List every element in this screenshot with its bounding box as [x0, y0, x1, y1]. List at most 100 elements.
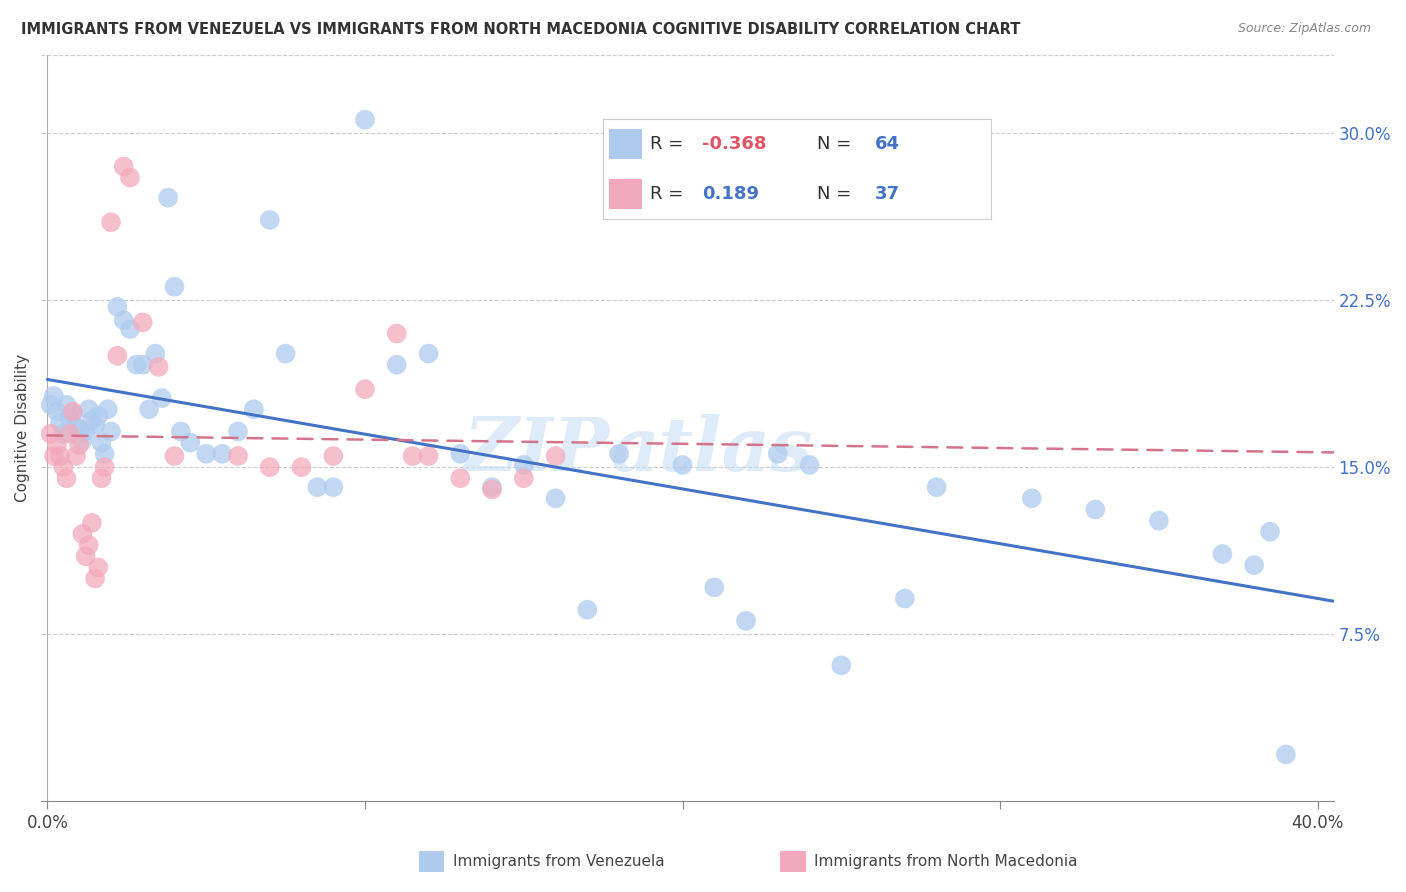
Point [274, 346, 297, 360]
Point [1258, 524, 1281, 539]
Point [132, 315, 155, 329]
Point [59, 426, 82, 441]
Text: Immigrants from North Macedonia: Immigrants from North Macedonia [814, 855, 1077, 869]
Point [148, 359, 170, 374]
Point [1147, 514, 1170, 528]
Point [259, 460, 281, 475]
Point [67, 422, 90, 436]
Point [307, 480, 329, 494]
Point [703, 581, 725, 595]
Point [118, 170, 141, 185]
Point [55, 471, 77, 485]
Point [354, 382, 377, 396]
Point [52, 426, 75, 441]
Point [132, 358, 155, 372]
Point [87, 409, 110, 423]
Point [118, 322, 141, 336]
Point [62, 407, 84, 421]
Point [138, 402, 160, 417]
Point [799, 458, 821, 472]
Point [449, 471, 471, 485]
Point [607, 447, 630, 461]
Y-axis label: Cognitive Disability: Cognitive Disability [15, 354, 30, 502]
Point [481, 480, 503, 494]
Point [93, 460, 115, 475]
Point [925, 480, 948, 494]
Point [84, 572, 107, 586]
Point [59, 411, 82, 425]
Point [97, 402, 120, 417]
Point [65, 420, 87, 434]
Point [55, 398, 77, 412]
Point [46, 404, 69, 418]
Point [170, 425, 193, 439]
Text: Immigrants from Venezuela: Immigrants from Venezuela [453, 855, 665, 869]
Point [385, 326, 408, 341]
Point [105, 349, 128, 363]
Point [243, 402, 266, 417]
Point [93, 447, 115, 461]
Point [90, 435, 112, 450]
Point [112, 313, 135, 327]
Point [766, 447, 789, 461]
Point [544, 449, 567, 463]
Point [84, 417, 107, 432]
Point [179, 435, 201, 450]
Point [449, 447, 471, 461]
Point [145, 346, 167, 360]
Point [49, 449, 72, 463]
Point [49, 416, 72, 430]
Point [481, 483, 503, 497]
Point [100, 215, 122, 229]
Point [80, 516, 103, 530]
Point [259, 213, 281, 227]
Point [1211, 547, 1233, 561]
Point [105, 300, 128, 314]
Point [42, 449, 65, 463]
Text: ZIP: ZIP [464, 414, 610, 487]
Point [418, 346, 440, 360]
Point [72, 434, 94, 448]
Point [72, 527, 94, 541]
Text: Source: ZipAtlas.com: Source: ZipAtlas.com [1237, 22, 1371, 36]
Point [42, 389, 65, 403]
Point [322, 480, 344, 494]
Point [671, 458, 693, 472]
Point [87, 560, 110, 574]
Point [322, 449, 344, 463]
Point [401, 449, 423, 463]
Point [544, 491, 567, 506]
Point [385, 358, 408, 372]
Point [75, 549, 97, 564]
Point [39, 426, 62, 441]
Point [226, 425, 249, 439]
Point [52, 460, 75, 475]
Point [39, 398, 62, 412]
Point [513, 471, 536, 485]
Point [150, 391, 173, 405]
Point [1243, 558, 1265, 573]
Point [830, 658, 852, 673]
Point [125, 358, 148, 372]
Point [77, 538, 100, 552]
Point [1275, 747, 1298, 762]
Point [1021, 491, 1043, 506]
Point [67, 438, 90, 452]
Point [62, 404, 84, 418]
Point [77, 402, 100, 417]
Point [157, 191, 180, 205]
Text: IMMIGRANTS FROM VENEZUELA VS IMMIGRANTS FROM NORTH MACEDONIA COGNITIVE DISABILIT: IMMIGRANTS FROM VENEZUELA VS IMMIGRANTS … [21, 22, 1021, 37]
Point [46, 438, 69, 452]
Point [195, 447, 218, 461]
Point [112, 160, 135, 174]
Point [576, 602, 599, 616]
Point [163, 449, 186, 463]
Point [226, 449, 249, 463]
Point [1084, 502, 1107, 516]
Point [290, 460, 312, 475]
Point [418, 449, 440, 463]
Point [211, 447, 233, 461]
Point [894, 591, 917, 606]
Point [163, 279, 186, 293]
Point [75, 425, 97, 439]
